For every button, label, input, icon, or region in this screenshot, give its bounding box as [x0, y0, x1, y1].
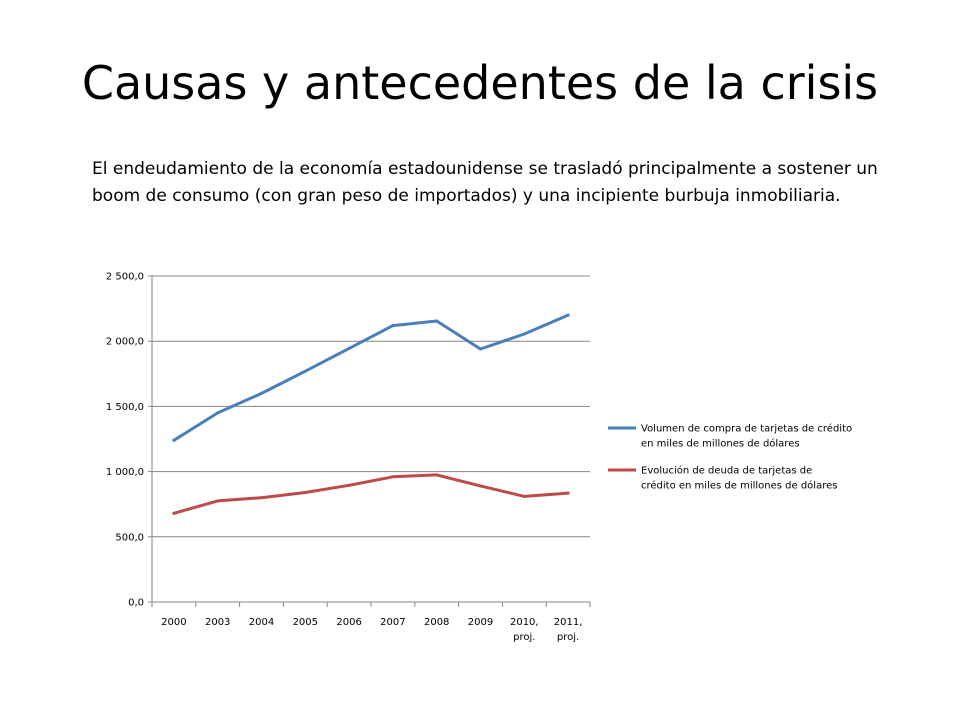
y-tick-label: 2 000,0	[106, 337, 144, 348]
y-tick-label: 500,0	[115, 532, 144, 543]
chart-gridlines	[148, 275, 590, 603]
data-point	[391, 475, 395, 479]
data-point	[303, 369, 307, 373]
y-tick-label: 0,0	[128, 598, 144, 609]
x-tick-label: 2010, proj.	[510, 617, 539, 643]
data-point	[479, 484, 482, 488]
data-point	[479, 347, 482, 351]
legend-label-2: Evolución de deuda de tarjetas de crédito…	[641, 465, 837, 492]
data-point	[216, 411, 220, 415]
x-tick-label: 2000	[161, 617, 186, 628]
x-axis-tick-labels: 2000 2003 2004 2005 2006 2007 2008 2009 2010, pro…	[161, 617, 582, 643]
data-point	[260, 496, 263, 500]
series-line-2	[172, 473, 570, 515]
data-point	[522, 332, 526, 336]
data-point	[435, 319, 439, 323]
chart-legend: Volumen de compra de tarjetas de crédito…	[608, 423, 852, 492]
data-point	[347, 346, 351, 350]
data-point	[260, 391, 263, 395]
data-point	[566, 491, 570, 495]
y-tick-label: 1 000,0	[106, 467, 144, 478]
legend-label-1: Volumen de compra de tarjetas de crédito…	[641, 423, 852, 450]
y-axis-tick-labels: 0,0 500,0 1 000,0 1 500,0 2 000,0 2 500,0	[106, 272, 144, 609]
data-point	[347, 483, 351, 487]
chart-series-lines	[172, 313, 570, 515]
y-tick-label: 1 500,0	[106, 402, 144, 413]
x-tick-label: 2006	[336, 617, 361, 628]
data-point	[303, 490, 307, 494]
x-tick-label: 2004	[249, 617, 274, 628]
x-tick-label: 2009	[468, 617, 493, 628]
slide-body-text: El endeudamiento de la economía estadoun…	[92, 159, 878, 206]
data-point	[522, 494, 526, 498]
x-tick-label: 2007	[380, 617, 405, 628]
slide-title: Causas y antecedentes de la crisis	[81, 56, 879, 110]
data-point	[172, 511, 176, 515]
y-tick-label: 2 500,0	[106, 272, 144, 283]
data-point	[216, 499, 220, 503]
data-point	[435, 473, 439, 477]
data-point	[172, 438, 176, 442]
series-line-1	[172, 313, 570, 442]
data-point	[566, 313, 570, 317]
x-tick-label: 2005	[293, 617, 318, 628]
x-tick-label: 2003	[205, 617, 230, 628]
x-axis	[151, 276, 591, 607]
x-tick-label: 2008	[424, 617, 449, 628]
x-tick-label: 2011, proj.	[554, 617, 583, 643]
data-point	[391, 324, 395, 328]
